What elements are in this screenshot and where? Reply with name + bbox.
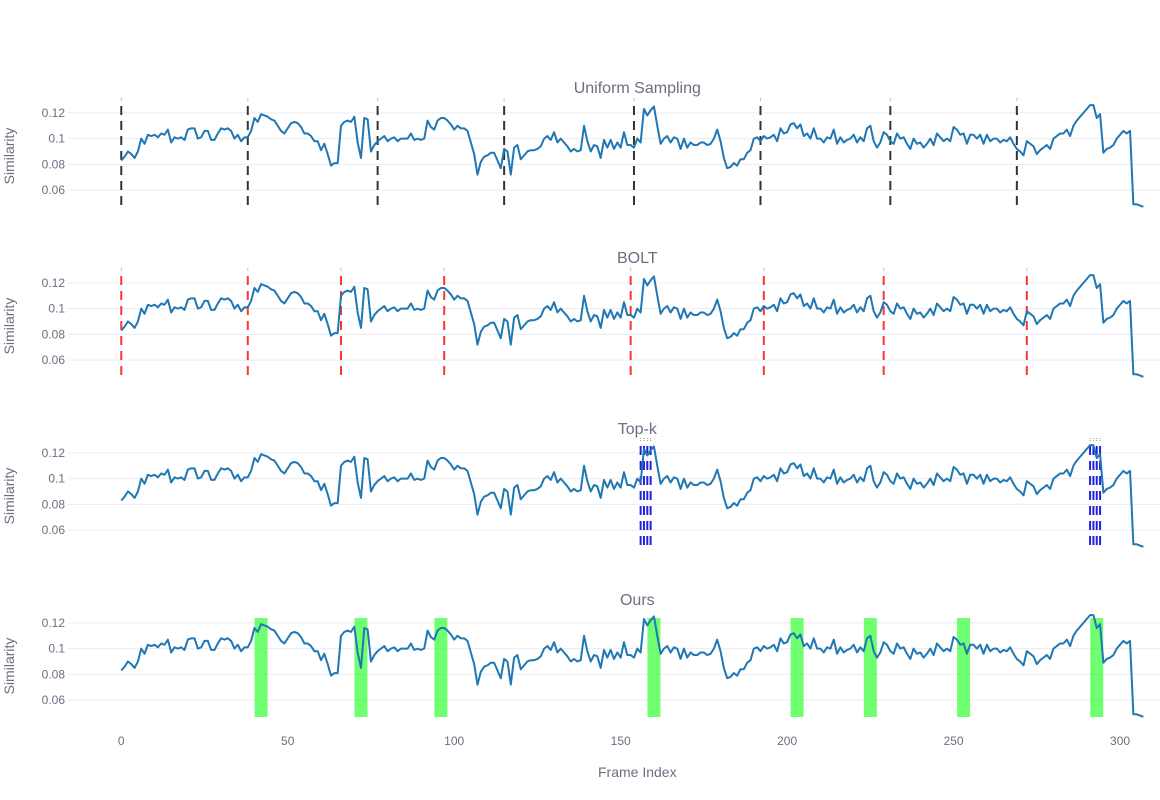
similarity-line <box>120 274 1144 378</box>
similarity-line <box>120 614 1144 718</box>
y-tick-label: 0.08 <box>42 157 66 171</box>
x-tick-label: 200 <box>777 734 797 748</box>
y-tick-label: 0.1 <box>48 472 65 486</box>
x-tick-label: 0 <box>118 734 125 748</box>
y-tick-label: 0.1 <box>48 132 65 146</box>
y-tick-label: 0.1 <box>48 302 65 316</box>
y-tick-label: 0.12 <box>42 616 66 630</box>
x-tick-label: 250 <box>944 734 964 748</box>
similarity-line <box>120 104 1144 208</box>
selected-frame-band <box>647 618 661 717</box>
selected-frame-band <box>1090 618 1104 717</box>
y-tick-label: 0.12 <box>42 106 66 120</box>
x-tick-label: 300 <box>1110 734 1130 748</box>
selected-frame-band <box>434 618 448 717</box>
panel-title: Ours <box>620 592 655 609</box>
y-axis-label: Similarity <box>1 128 17 185</box>
panel-title: Top-k <box>618 421 658 438</box>
y-tick-label: 0.12 <box>42 446 66 460</box>
y-axis-label: Similarity <box>1 638 17 695</box>
y-tick-label: 0.06 <box>42 523 66 537</box>
x-axis-label: Frame Index <box>598 764 677 780</box>
x-tick-label: 150 <box>611 734 631 748</box>
similarity-line <box>120 444 1144 548</box>
y-tick-label: 0.08 <box>42 497 66 511</box>
x-tick-label: 50 <box>281 734 295 748</box>
selected-frame-band <box>254 618 268 717</box>
x-tick-label: 100 <box>444 734 464 748</box>
y-tick-label: 0.08 <box>42 327 66 341</box>
y-tick-label: 0.06 <box>42 353 66 367</box>
selected-frame-band <box>790 618 804 717</box>
y-tick-label: 0.06 <box>42 693 66 707</box>
panel-title: Uniform Sampling <box>574 80 701 97</box>
y-tick-label: 0.08 <box>42 667 66 681</box>
y-tick-label: 0.06 <box>42 183 66 197</box>
y-axis-label: Similarity <box>1 468 17 525</box>
selected-frame-band <box>863 618 877 717</box>
y-axis-label: Similarity <box>1 298 17 355</box>
y-tick-label: 0.1 <box>48 642 65 656</box>
panel-title: BOLT <box>617 250 658 267</box>
y-tick-label: 0.12 <box>42 276 66 290</box>
selected-frame-band <box>957 618 971 717</box>
